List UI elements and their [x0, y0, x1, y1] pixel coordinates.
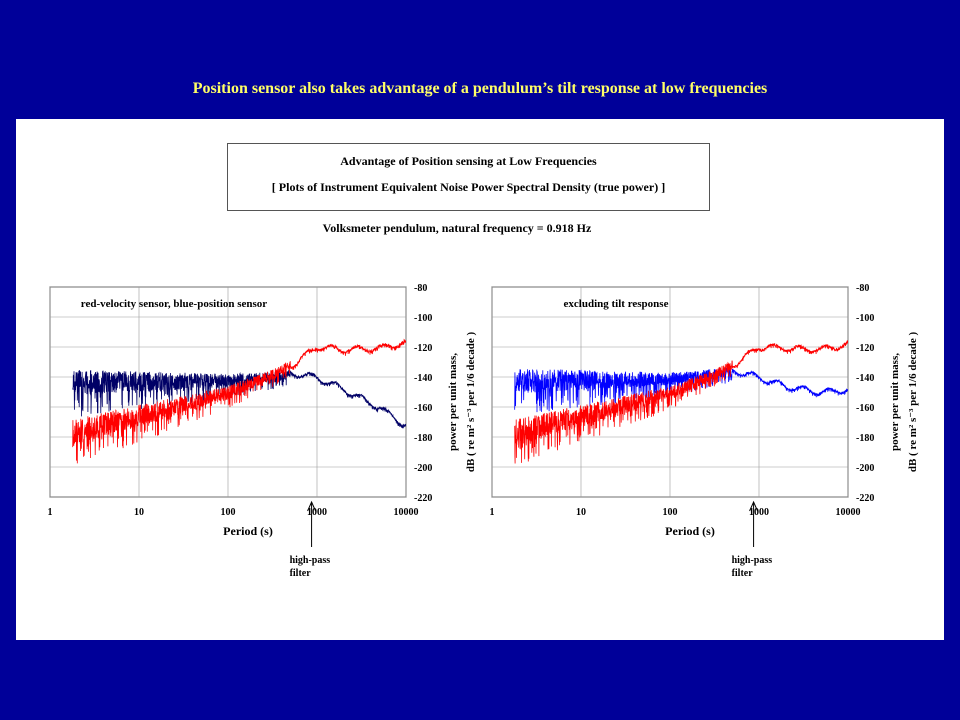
x-tick-label: 1: [490, 507, 495, 518]
chart-annotation: red-velocity sensor, blue-position senso…: [81, 298, 268, 310]
x-tick-label: 10000: [836, 507, 861, 518]
x-tick-label: 10: [576, 507, 586, 518]
figure-panel: Advantage of Position sensing at Low Fre…: [16, 119, 944, 640]
y-tick-label: -120: [856, 343, 874, 354]
y-tick-label: -180: [856, 433, 874, 444]
y-tick-label: -140: [856, 373, 874, 384]
filter-label-line2: filter: [732, 568, 754, 579]
y-tick-label: -100: [414, 313, 432, 324]
y-tick-label: -200: [856, 463, 874, 474]
y-tick-label: -220: [856, 493, 874, 504]
chart-left: red-velocity sensor, blue-position senso…: [48, 283, 478, 579]
filter-arrow-head: [749, 500, 759, 512]
x-tick-label: 10000: [394, 507, 419, 518]
y-tick-label: -80: [414, 283, 427, 294]
figure-title-line2: [ Plots of Instrument Equivalent Noise P…: [271, 180, 666, 194]
x-axis-label: Period (s): [223, 524, 273, 538]
y-axis-label-line1: power per unit mass,: [447, 353, 459, 451]
series-line-1: [72, 338, 406, 464]
filter-arrow-head: [307, 500, 317, 512]
x-axis-label: Period (s): [665, 524, 715, 538]
filter-label-line2: filter: [290, 568, 312, 579]
y-tick-label: -100: [856, 313, 874, 324]
x-tick-label: 100: [221, 507, 236, 518]
figure-subtitle: Volksmeter pendulum, natural frequency =…: [322, 221, 592, 235]
x-tick-label: 1000: [307, 507, 327, 518]
filter-label-line1: high-pass: [732, 555, 773, 566]
x-tick-label: 1000: [749, 507, 769, 518]
y-tick-label: -220: [414, 493, 432, 504]
series-line-1: [514, 340, 848, 464]
y-axis-label-line1: power per unit mass,: [889, 353, 901, 451]
y-tick-label: -180: [414, 433, 432, 444]
y-tick-label: -140: [414, 373, 432, 384]
y-tick-label: -160: [414, 403, 432, 414]
chart-right: excluding tilt response -80 -100 -120 -140 -1…: [490, 283, 920, 579]
y-tick-label: -160: [856, 403, 874, 414]
y-tick-label: -120: [414, 343, 432, 354]
filter-label-line1: high-pass: [290, 555, 331, 566]
figure-title-box: Advantage of Position sensing at Low Fre…: [227, 143, 710, 211]
x-tick-label: 10: [134, 507, 144, 518]
y-axis-label-line2: dB ( re m² s⁻³ per 1/6 decade ): [907, 332, 919, 473]
x-tick-label: 100: [663, 507, 678, 518]
x-tick-label: 1: [48, 507, 53, 518]
y-tick-label: -200: [414, 463, 432, 474]
y-axis-label-line2: dB ( re m² s⁻³ per 1/6 decade ): [465, 332, 477, 473]
chart-annotation: excluding tilt response: [564, 298, 669, 310]
slide-title: Position sensor also takes advantage of …: [192, 80, 768, 97]
y-tick-label: -80: [856, 283, 869, 294]
figure-title-line1: Advantage of Position sensing at Low Fre…: [340, 154, 597, 168]
